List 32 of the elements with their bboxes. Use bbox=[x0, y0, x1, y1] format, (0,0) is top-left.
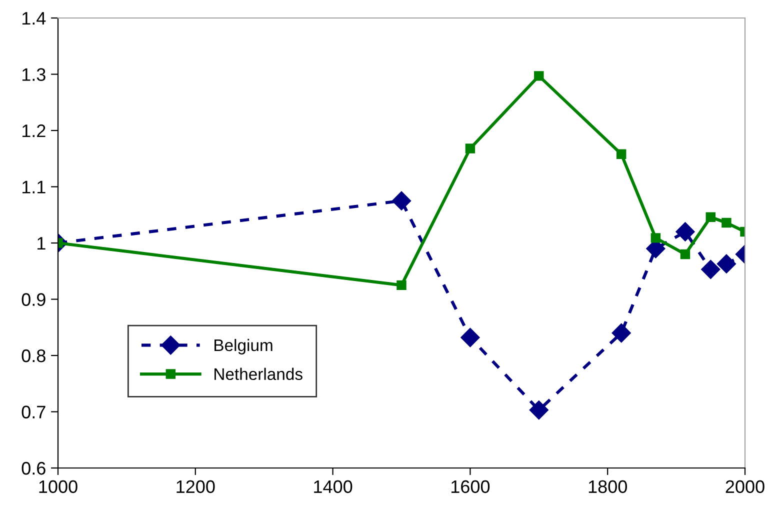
point bbox=[676, 222, 695, 242]
point bbox=[612, 323, 631, 343]
legend-label: Netherlands bbox=[214, 368, 302, 380]
y-tick-label: 1.2 bbox=[22, 124, 46, 138]
legend-label: Belgium bbox=[214, 338, 272, 354]
point bbox=[529, 400, 548, 420]
y-tick-label: 1.3 bbox=[22, 68, 46, 81]
y-tick-label: 0.7 bbox=[22, 406, 46, 418]
point bbox=[616, 149, 626, 159]
point bbox=[722, 218, 732, 228]
y-tick-label: 1.1 bbox=[22, 180, 46, 194]
point bbox=[706, 212, 716, 222]
x-tick-label: 1800 bbox=[588, 480, 627, 494]
point bbox=[716, 254, 736, 274]
x-tick-label: 1200 bbox=[176, 480, 215, 494]
point bbox=[392, 191, 412, 210]
point bbox=[465, 144, 476, 154]
y-tick-label: 0.6 bbox=[22, 462, 46, 475]
y-tick-label: 1.4 bbox=[22, 12, 46, 25]
x-tick-label: 1400 bbox=[314, 480, 352, 494]
point bbox=[460, 328, 480, 348]
x-tick-label: 2000 bbox=[726, 480, 764, 494]
point bbox=[534, 71, 544, 81]
y-tick-label: 1 bbox=[38, 237, 46, 250]
point bbox=[701, 260, 720, 279]
x-tick-label: 1600 bbox=[451, 480, 490, 494]
point bbox=[680, 249, 690, 260]
x-tick-label: 1000 bbox=[39, 480, 78, 494]
y-tick-label: 0.9 bbox=[22, 293, 46, 306]
point bbox=[396, 280, 406, 290]
y-tick-label: 0.8 bbox=[22, 349, 46, 362]
point bbox=[650, 233, 661, 243]
